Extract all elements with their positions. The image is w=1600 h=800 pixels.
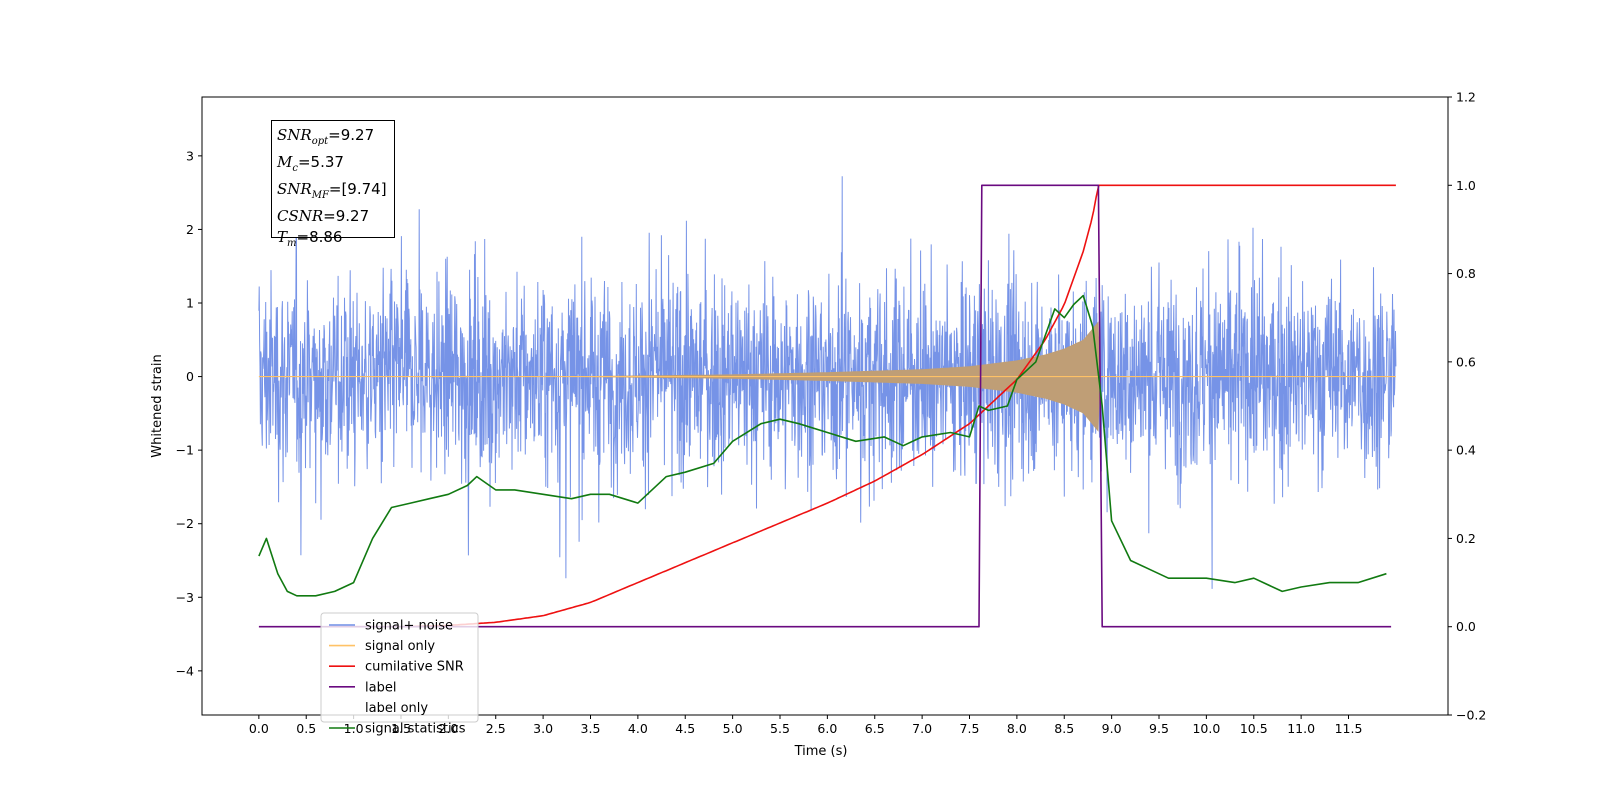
snr-mf-row: SNRMF=[9.74] (277, 180, 387, 201)
y-right-tick-label: 0.8 (1456, 266, 1476, 281)
csnr-row: CSNR=9.27 (277, 207, 370, 225)
snr-opt-row: SNRopt=9.27 (277, 126, 375, 147)
x-tick-label: 4.5 (675, 721, 695, 736)
y-right-tick-label: 0.6 (1456, 354, 1476, 369)
x-tick-label: 3.0 (533, 721, 553, 736)
x-tick-label: 7.5 (960, 721, 980, 736)
x-tick-label: 3.5 (581, 721, 601, 736)
signal-noise-series (258, 176, 1397, 589)
legend-label: signal only (365, 639, 435, 654)
legend-label: signal+ noise (365, 619, 453, 634)
y-left-tick-label: −3 (176, 590, 194, 605)
x-tick-label: 11.0 (1287, 721, 1315, 736)
signal-statistics-line (258, 294, 1387, 597)
x-tick-label: 1.5 (391, 721, 411, 736)
y-left-tick-label: 1 (186, 296, 194, 311)
y-axis-label-left: Whitened strain (150, 354, 165, 457)
cumulative-snr-line (353, 184, 1396, 628)
plot-frame (201, 96, 1449, 716)
signal-noise-line (258, 176, 1397, 589)
y-left-axis-ticks: 3 2 1 0 −1 −2 −3 −4 (176, 148, 202, 678)
x-tick-label: 7.0 (912, 721, 932, 736)
y-left-tick-label: −2 (176, 516, 194, 531)
y-left-tick-label: 3 (186, 148, 194, 163)
label-line (258, 184, 1392, 628)
x-tick-label: 8.0 (1007, 721, 1027, 736)
overlay-series (258, 184, 1396, 628)
x-tick-label: 9.5 (1149, 721, 1169, 736)
y-right-axis-ticks: 1.2 1.0 0.8 0.6 0.4 0.2 0.0 −0.2 (1448, 90, 1486, 723)
y-right-tick-label: 1.2 (1456, 90, 1476, 105)
y-left-tick-label: 2 (186, 222, 194, 237)
snr-info-box: SNRopt=9.27 Mc=5.37 SNRMF=[9.74] CSNR=9.… (271, 120, 395, 249)
x-tick-label: 6.0 (817, 721, 837, 736)
y-right-tick-label: 0.0 (1456, 619, 1476, 634)
x-tick-label: 0.0 (249, 721, 269, 736)
y-right-tick-label: 0.4 (1456, 443, 1476, 458)
y-left-tick-label: 0 (186, 369, 194, 384)
x-tick-label: 10.0 (1192, 721, 1220, 736)
y-right-tick-label: −0.2 (1456, 708, 1486, 723)
y-left-tick-label: −4 (176, 663, 194, 678)
legend-label: label only (365, 701, 428, 716)
y-right-tick-label: 0.2 (1456, 531, 1476, 546)
x-tick-label: 4.0 (628, 721, 648, 736)
tm-row: Tm=8.86 (277, 228, 343, 249)
x-tick-label: 0.5 (296, 721, 316, 736)
x-tick-label: 2.5 (486, 721, 506, 736)
y-right-tick-label: 1.0 (1456, 178, 1476, 193)
legend-label: signal statistics (365, 722, 466, 737)
x-tick-label: 2.0 (438, 721, 458, 736)
x-tick-label: 6.5 (865, 721, 885, 736)
legend-label: cumilative SNR (365, 660, 464, 675)
y-left-tick-label: −1 (176, 443, 194, 458)
x-tick-label: 8.5 (1054, 721, 1074, 736)
mc-row: Mc=5.37 (277, 153, 344, 174)
signal-only-series (258, 321, 1396, 432)
x-tick-label: 5.5 (770, 721, 790, 736)
x-axis-label: Time (s) (794, 744, 848, 759)
x-tick-label: 9.0 (1102, 721, 1122, 736)
legend: signal+ noise signal only cumilative SNR la… (320, 612, 479, 737)
x-tick-label: 5.0 (723, 721, 743, 736)
x-tick-label: 11.5 (1335, 721, 1363, 736)
x-axis-ticks: 0.0 0.5 1.0 1.5 2.0 2.5 3.0 3.5 4.0 4.5 5.0 5.5 6.0 6… (249, 715, 1363, 736)
x-tick-label: 10.5 (1240, 721, 1268, 736)
legend-label: label (365, 680, 396, 695)
legend-box (320, 612, 479, 723)
